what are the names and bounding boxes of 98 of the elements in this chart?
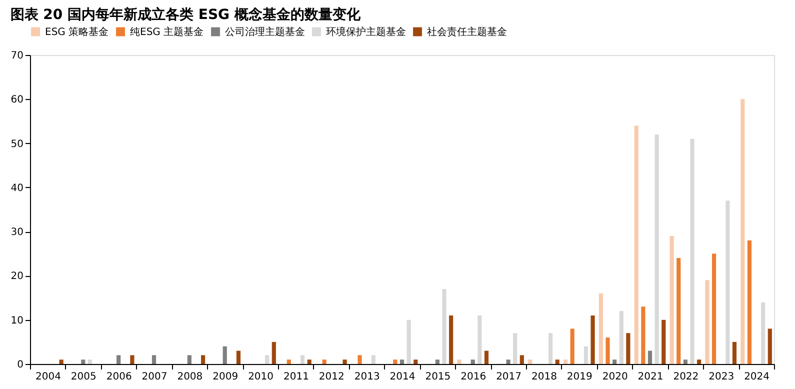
bar <box>342 360 347 364</box>
x-tick-label: 2018 <box>531 372 557 382</box>
bar <box>116 355 121 364</box>
legend-label: 公司治理主题基金 <box>225 26 305 38</box>
bar <box>371 355 376 364</box>
bar <box>690 138 694 364</box>
bar <box>478 315 482 364</box>
x-tick-label: 2008 <box>177 372 203 382</box>
x-tick-label: 2017 <box>496 372 522 382</box>
bar <box>676 258 681 364</box>
bar <box>654 134 659 364</box>
bar <box>612 360 617 364</box>
bar <box>300 355 305 364</box>
bar <box>513 333 518 364</box>
x-tick-label: 2006 <box>106 372 132 382</box>
bar <box>555 360 560 364</box>
bar <box>286 360 291 364</box>
bar <box>484 350 489 364</box>
bar <box>457 360 462 364</box>
bar <box>705 280 710 364</box>
x-tick-label: 2013 <box>354 372 380 382</box>
bar <box>747 240 752 364</box>
y-tick-label: 30 <box>10 227 24 238</box>
bar <box>187 355 192 364</box>
legend-label: 纯ESG 主题基金 <box>130 26 204 38</box>
bar <box>265 355 270 364</box>
y-tick-label: 0 <box>17 360 24 370</box>
x-tick-label: 2005 <box>70 372 96 382</box>
x-tick-label: 2014 <box>390 372 416 382</box>
bar <box>634 126 638 364</box>
y-tick-label: 60 <box>10 94 24 106</box>
bar <box>590 315 595 364</box>
x-tick-label: 2012 <box>318 372 344 382</box>
bar <box>201 355 206 364</box>
bar <box>222 346 227 364</box>
bar <box>662 320 666 364</box>
x-tick-label: 2020 <box>602 372 628 382</box>
bar <box>619 311 624 364</box>
y-tick-label: 70 <box>10 50 24 62</box>
bar <box>358 355 362 364</box>
bar <box>563 360 568 364</box>
bar <box>470 360 475 364</box>
bar <box>59 360 64 364</box>
bar <box>528 360 532 364</box>
bar <box>81 360 86 364</box>
bar <box>130 355 134 364</box>
y-tick-label: 20 <box>10 271 24 282</box>
bar <box>670 236 674 364</box>
bar <box>648 350 652 364</box>
bar <box>88 360 92 364</box>
bar <box>272 342 276 364</box>
x-tick-label: 2009 <box>212 372 238 382</box>
x-tick-label: 2016 <box>460 372 486 382</box>
bar <box>768 328 772 364</box>
chart-title: 图表 20 国内每年新成立各类 ESG 概念基金的数量变化 <box>10 6 362 23</box>
x-tick-label: 2022 <box>673 372 699 382</box>
bar <box>570 328 574 364</box>
x-tick-label: 2015 <box>425 372 451 382</box>
bar <box>740 99 745 364</box>
legend-label: 环境保护主题基金 <box>326 26 406 38</box>
bar <box>606 338 610 364</box>
x-tick-label: 2023 <box>708 372 734 382</box>
y-tick-label: 50 <box>10 138 24 150</box>
bar <box>435 360 440 364</box>
x-tick-label: 2011 <box>283 372 309 382</box>
bar <box>322 360 326 364</box>
x-tick-label: 2004 <box>35 372 61 382</box>
bar <box>697 360 702 364</box>
x-tick-label: 2024 <box>744 372 770 382</box>
y-tick-label: 40 <box>10 182 24 194</box>
bar <box>761 302 766 364</box>
bar <box>732 342 737 364</box>
bar <box>307 360 312 364</box>
bar <box>506 360 510 364</box>
legend-label: ESG 策略基金 <box>45 26 109 38</box>
bar <box>449 315 454 364</box>
y-tick-label: 10 <box>10 315 24 326</box>
bar <box>598 293 603 364</box>
x-tick-label: 2019 <box>566 372 592 382</box>
bar <box>393 360 398 364</box>
bar <box>442 288 446 364</box>
bar <box>712 254 716 364</box>
bar <box>584 346 588 364</box>
bar <box>236 350 241 364</box>
bar <box>406 320 411 364</box>
bar <box>641 306 646 364</box>
bar <box>683 360 688 364</box>
bar <box>726 200 730 364</box>
x-tick-label: 2010 <box>248 372 274 382</box>
x-tick-label: 2007 <box>142 372 168 382</box>
bar <box>626 333 630 364</box>
bar <box>548 333 553 364</box>
bar <box>520 355 524 364</box>
x-tick-label: 2021 <box>638 372 664 382</box>
bar <box>414 360 418 364</box>
bar <box>152 355 156 364</box>
legend-label: 社会责任主题基金 <box>427 26 507 38</box>
bar <box>400 360 404 364</box>
